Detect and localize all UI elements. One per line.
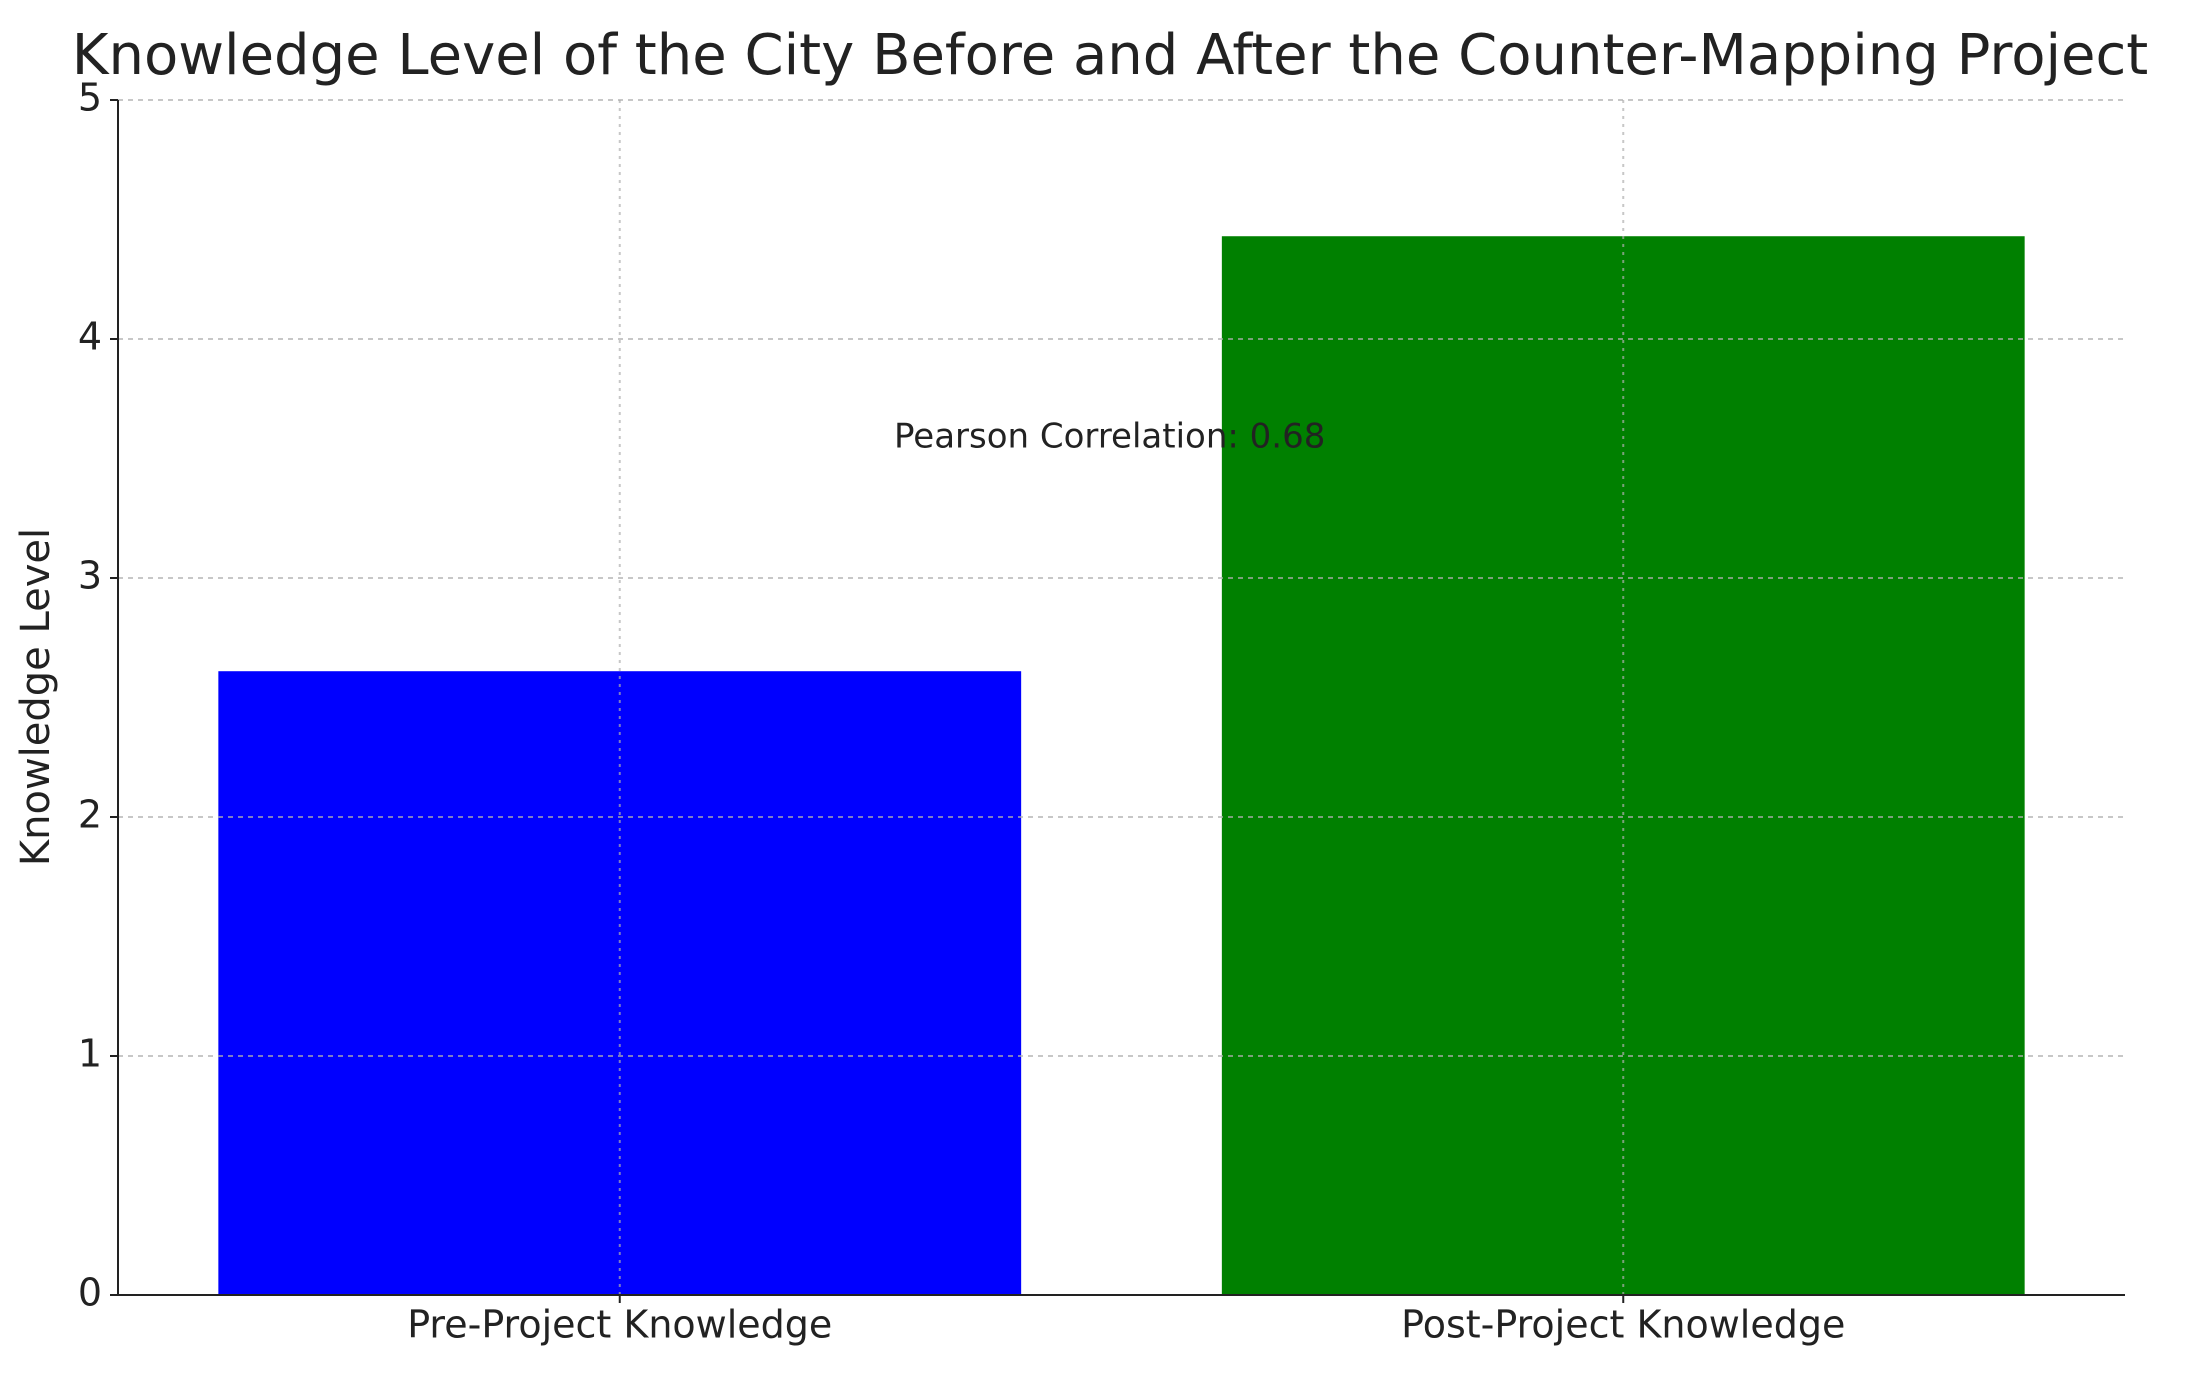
x-tick-label: Pre-Project Knowledge <box>407 1303 832 1347</box>
y-tick-label: 2 <box>78 793 102 837</box>
y-tick-label: 0 <box>78 1271 102 1315</box>
bar <box>218 671 1022 1295</box>
annotation: Pearson Correlation: 0.68 <box>894 417 1325 457</box>
y-tick-label: 3 <box>78 554 102 598</box>
x-tick-label: Post-Project Knowledge <box>1401 1303 1845 1347</box>
y-tick-label: 1 <box>78 1032 102 1076</box>
y-tick-label: 4 <box>78 315 102 359</box>
y-tick-label: 5 <box>78 76 102 120</box>
y-axis-label: Knowledge Level <box>13 528 59 866</box>
chart-title: Knowledge Level of the City Before and A… <box>72 23 2148 88</box>
